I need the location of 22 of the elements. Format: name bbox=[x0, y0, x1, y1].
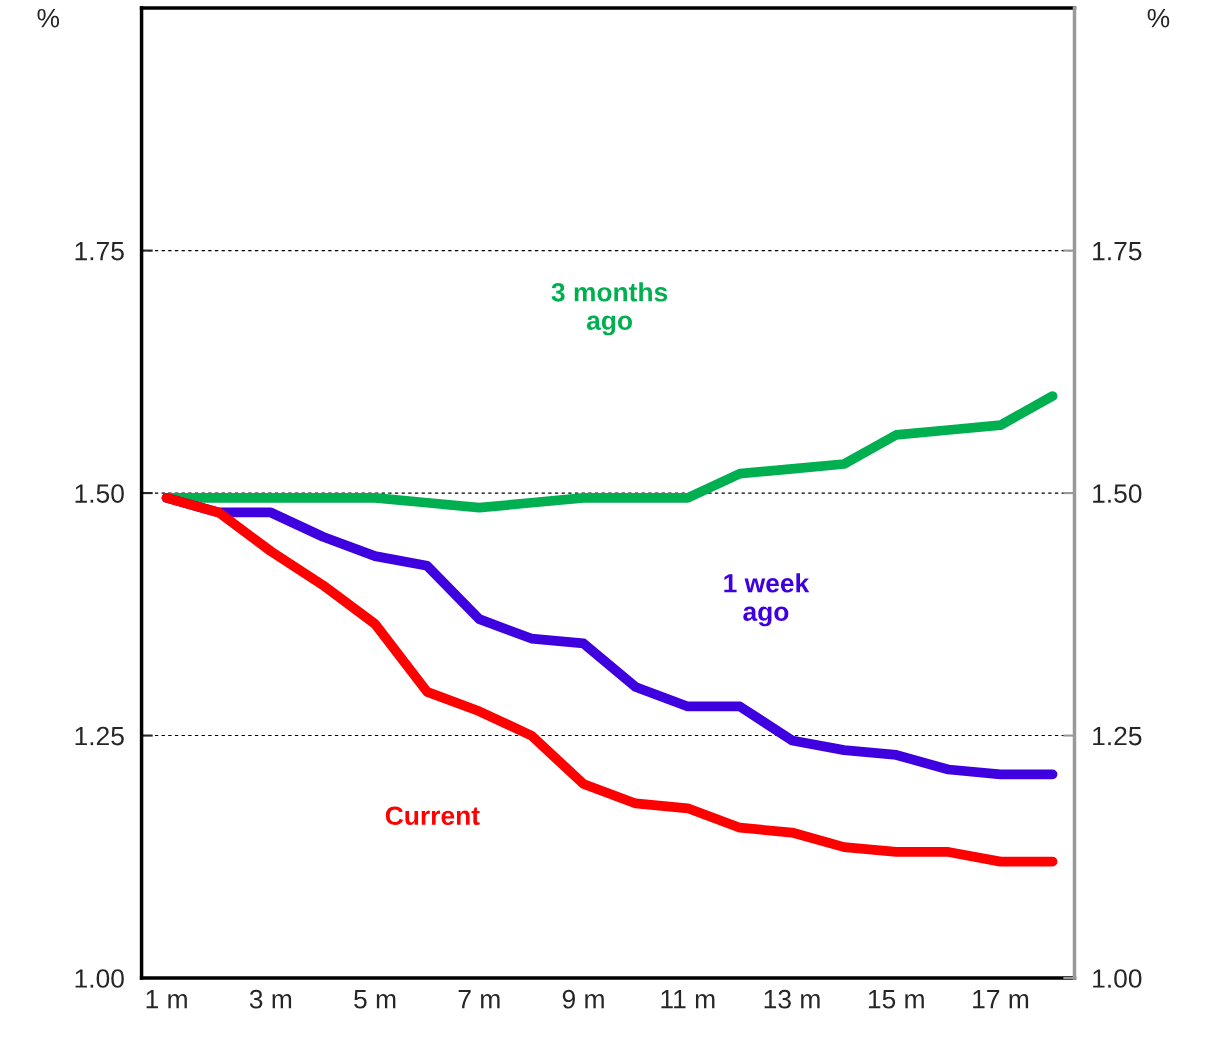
x-tick-label: 13 m bbox=[764, 989, 820, 1009]
text: 3 months ago bbox=[551, 282, 668, 336]
y2-axis-title: % bbox=[1147, 8, 1170, 28]
y-tick-label: 1.75 bbox=[75, 241, 124, 261]
x-tick-label: 17 m bbox=[973, 990, 1029, 1009]
x-tick-label: 9 m bbox=[562, 989, 604, 1009]
x-tick-label: 7 m bbox=[458, 990, 500, 1009]
x-tick-label: 1 m bbox=[146, 990, 187, 1009]
text: Current bbox=[385, 806, 480, 826]
y-axis-title: % bbox=[37, 8, 60, 28]
y2-tick-label: 1.00 bbox=[1093, 969, 1142, 988]
y2-tick-label: 1.50 bbox=[1093, 484, 1142, 503]
x-tick-label: 5 m bbox=[354, 990, 396, 1009]
y2-tick-label: 1.25 bbox=[1093, 726, 1142, 746]
x-tick-label: 15 m bbox=[868, 990, 924, 1009]
y-tick-label: 1.00 bbox=[75, 969, 124, 988]
y-tick-label: 1.50 bbox=[75, 484, 124, 503]
y-tick-label: 1.25 bbox=[75, 726, 124, 746]
x-tick-label: 11 m bbox=[661, 990, 715, 1009]
x-tick-label: 3 m bbox=[249, 989, 292, 1009]
y2-tick-label: 1.75 bbox=[1093, 241, 1142, 261]
text: 1 week ago bbox=[724, 573, 810, 627]
